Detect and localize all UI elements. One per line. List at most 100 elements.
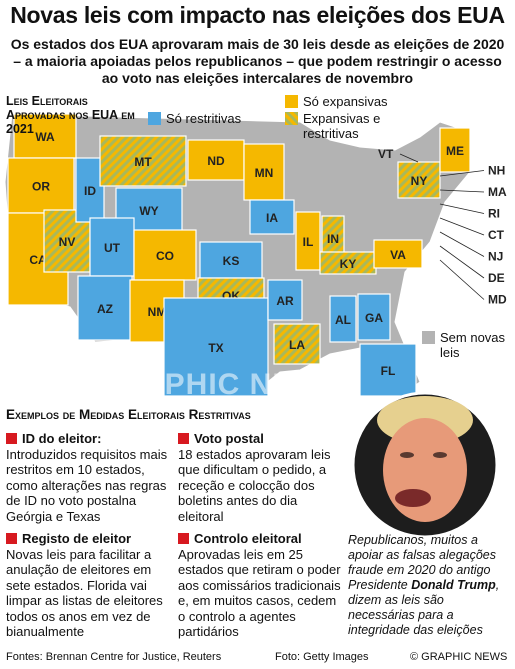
state-label: MD <box>488 293 507 307</box>
source: Fontes: Brennan Centre for Justice, Reut… <box>6 651 222 663</box>
state-label: NY <box>411 174 428 188</box>
state <box>75 157 105 223</box>
example-heading: Voto postal <box>178 431 346 447</box>
state-label: LA <box>289 338 305 352</box>
example-body: Aprovadas leis em 25 estados que retiram… <box>178 546 341 640</box>
legend-swatch <box>285 112 298 125</box>
leader-line <box>439 189 485 193</box>
state-label: KY <box>340 257 357 271</box>
face <box>383 418 467 522</box>
state <box>163 297 269 397</box>
state <box>249 199 295 235</box>
state <box>7 157 75 214</box>
watermark: GRAPHIC NEWS <box>95 368 344 401</box>
caption-text: , dizem as leis são necessárias para a i… <box>348 578 500 637</box>
eye <box>433 452 447 458</box>
example-body: Introduzidos requisitos mais restritos e… <box>6 446 168 524</box>
leader-line <box>439 170 485 177</box>
state-label: MA <box>488 185 507 199</box>
section-title: Exemplos de Medidas Eleitorais Restritiv… <box>6 407 251 422</box>
state <box>397 161 441 199</box>
state <box>267 279 303 321</box>
state-label: DE <box>488 271 505 285</box>
state <box>357 293 391 341</box>
leader-line <box>439 231 485 257</box>
state <box>89 217 135 277</box>
state-label: RI <box>488 207 500 221</box>
example: ID do eleitor: Introduzidos requisitos ma… <box>6 431 174 524</box>
state-label: TX <box>208 341 223 355</box>
legend-item: Só expansivas <box>285 94 415 109</box>
leader-line <box>439 217 485 236</box>
state-label: VA <box>390 248 406 262</box>
state <box>99 135 187 187</box>
state-label: ME <box>446 144 464 158</box>
example-heading: Registo de eleitor <box>6 531 174 547</box>
state-label: WA <box>35 130 55 144</box>
leader-line <box>439 259 485 300</box>
state-label: FL <box>381 364 396 378</box>
legend-swatch <box>285 95 298 108</box>
state-label: AZ <box>97 302 113 316</box>
state-label: OR <box>32 180 50 194</box>
state <box>295 211 321 271</box>
example-body: 18 estados aprovaram leis que dificultam… <box>178 446 331 524</box>
state <box>243 143 285 201</box>
example-heading: Controlo eleitoral <box>178 531 346 547</box>
example-heading: ID do eleitor: <box>6 431 174 447</box>
legend-label: Sem novas leis <box>440 330 506 360</box>
state-label: MT <box>134 155 152 169</box>
example: Voto postal 18 estados aprovaram leis que… <box>178 431 346 524</box>
example: Controlo eleitoral Aprovadas leis em 25 e… <box>178 531 346 640</box>
state-label: GA <box>365 311 383 325</box>
subtitle: Os estados dos EUA aprovaram mais de 30 … <box>10 36 505 86</box>
leader-line <box>399 153 419 163</box>
eye <box>400 452 414 458</box>
map-title: Leis Eleitorais Aprovadas nos EUA em 202… <box>6 94 135 136</box>
state-label: NV <box>59 235 76 249</box>
state <box>13 113 77 159</box>
state-label: CT <box>488 228 505 242</box>
state-label: UT <box>104 241 121 255</box>
legend-item: Só restritivas <box>148 111 268 126</box>
state <box>199 241 263 279</box>
example: Registo de eleitor Novas leis para facili… <box>6 531 174 640</box>
state <box>77 275 133 341</box>
legend-label: Expansivas e restritivas <box>303 111 381 141</box>
state-label: CA <box>29 253 47 267</box>
mouth <box>395 489 431 507</box>
state <box>133 229 197 281</box>
state <box>329 295 357 343</box>
state <box>439 127 471 173</box>
state-label: KS <box>223 254 240 268</box>
state-label: IN <box>327 232 339 246</box>
state-label: ND <box>207 154 225 168</box>
caption-text: Republicanos, muitos a apoiar as falsas … <box>348 533 497 592</box>
state-label: AL <box>335 313 351 327</box>
state <box>187 139 245 181</box>
state-label: WY <box>139 204 158 218</box>
state-label: AR <box>276 294 294 308</box>
caption-name: Donald Trump <box>411 578 496 592</box>
state <box>273 323 321 365</box>
state <box>359 343 417 397</box>
photo-caption: Republicanos, muitos a apoiar as falsas … <box>348 533 511 638</box>
legend-item: Expansivas e restritivas <box>285 111 395 141</box>
legend-label: Só restritivas <box>166 111 242 126</box>
title: Novas leis com impacto nas eleições dos … <box>10 2 505 28</box>
state-label: MN <box>255 166 274 180</box>
state-label: NM <box>148 305 167 319</box>
legend-swatch <box>148 112 161 125</box>
state-label: CO <box>156 249 174 263</box>
state-label: ID <box>84 184 96 198</box>
legend-swatch <box>422 331 435 344</box>
photo-credit: Foto: Getty Images <box>275 651 369 663</box>
photo <box>351 391 499 539</box>
state-label: IA <box>266 211 278 225</box>
state-label: IL <box>303 235 314 249</box>
leader-line <box>439 245 485 279</box>
state-label: VT <box>378 147 394 161</box>
example-body: Novas leis para facilitar a anulação de … <box>6 546 163 640</box>
